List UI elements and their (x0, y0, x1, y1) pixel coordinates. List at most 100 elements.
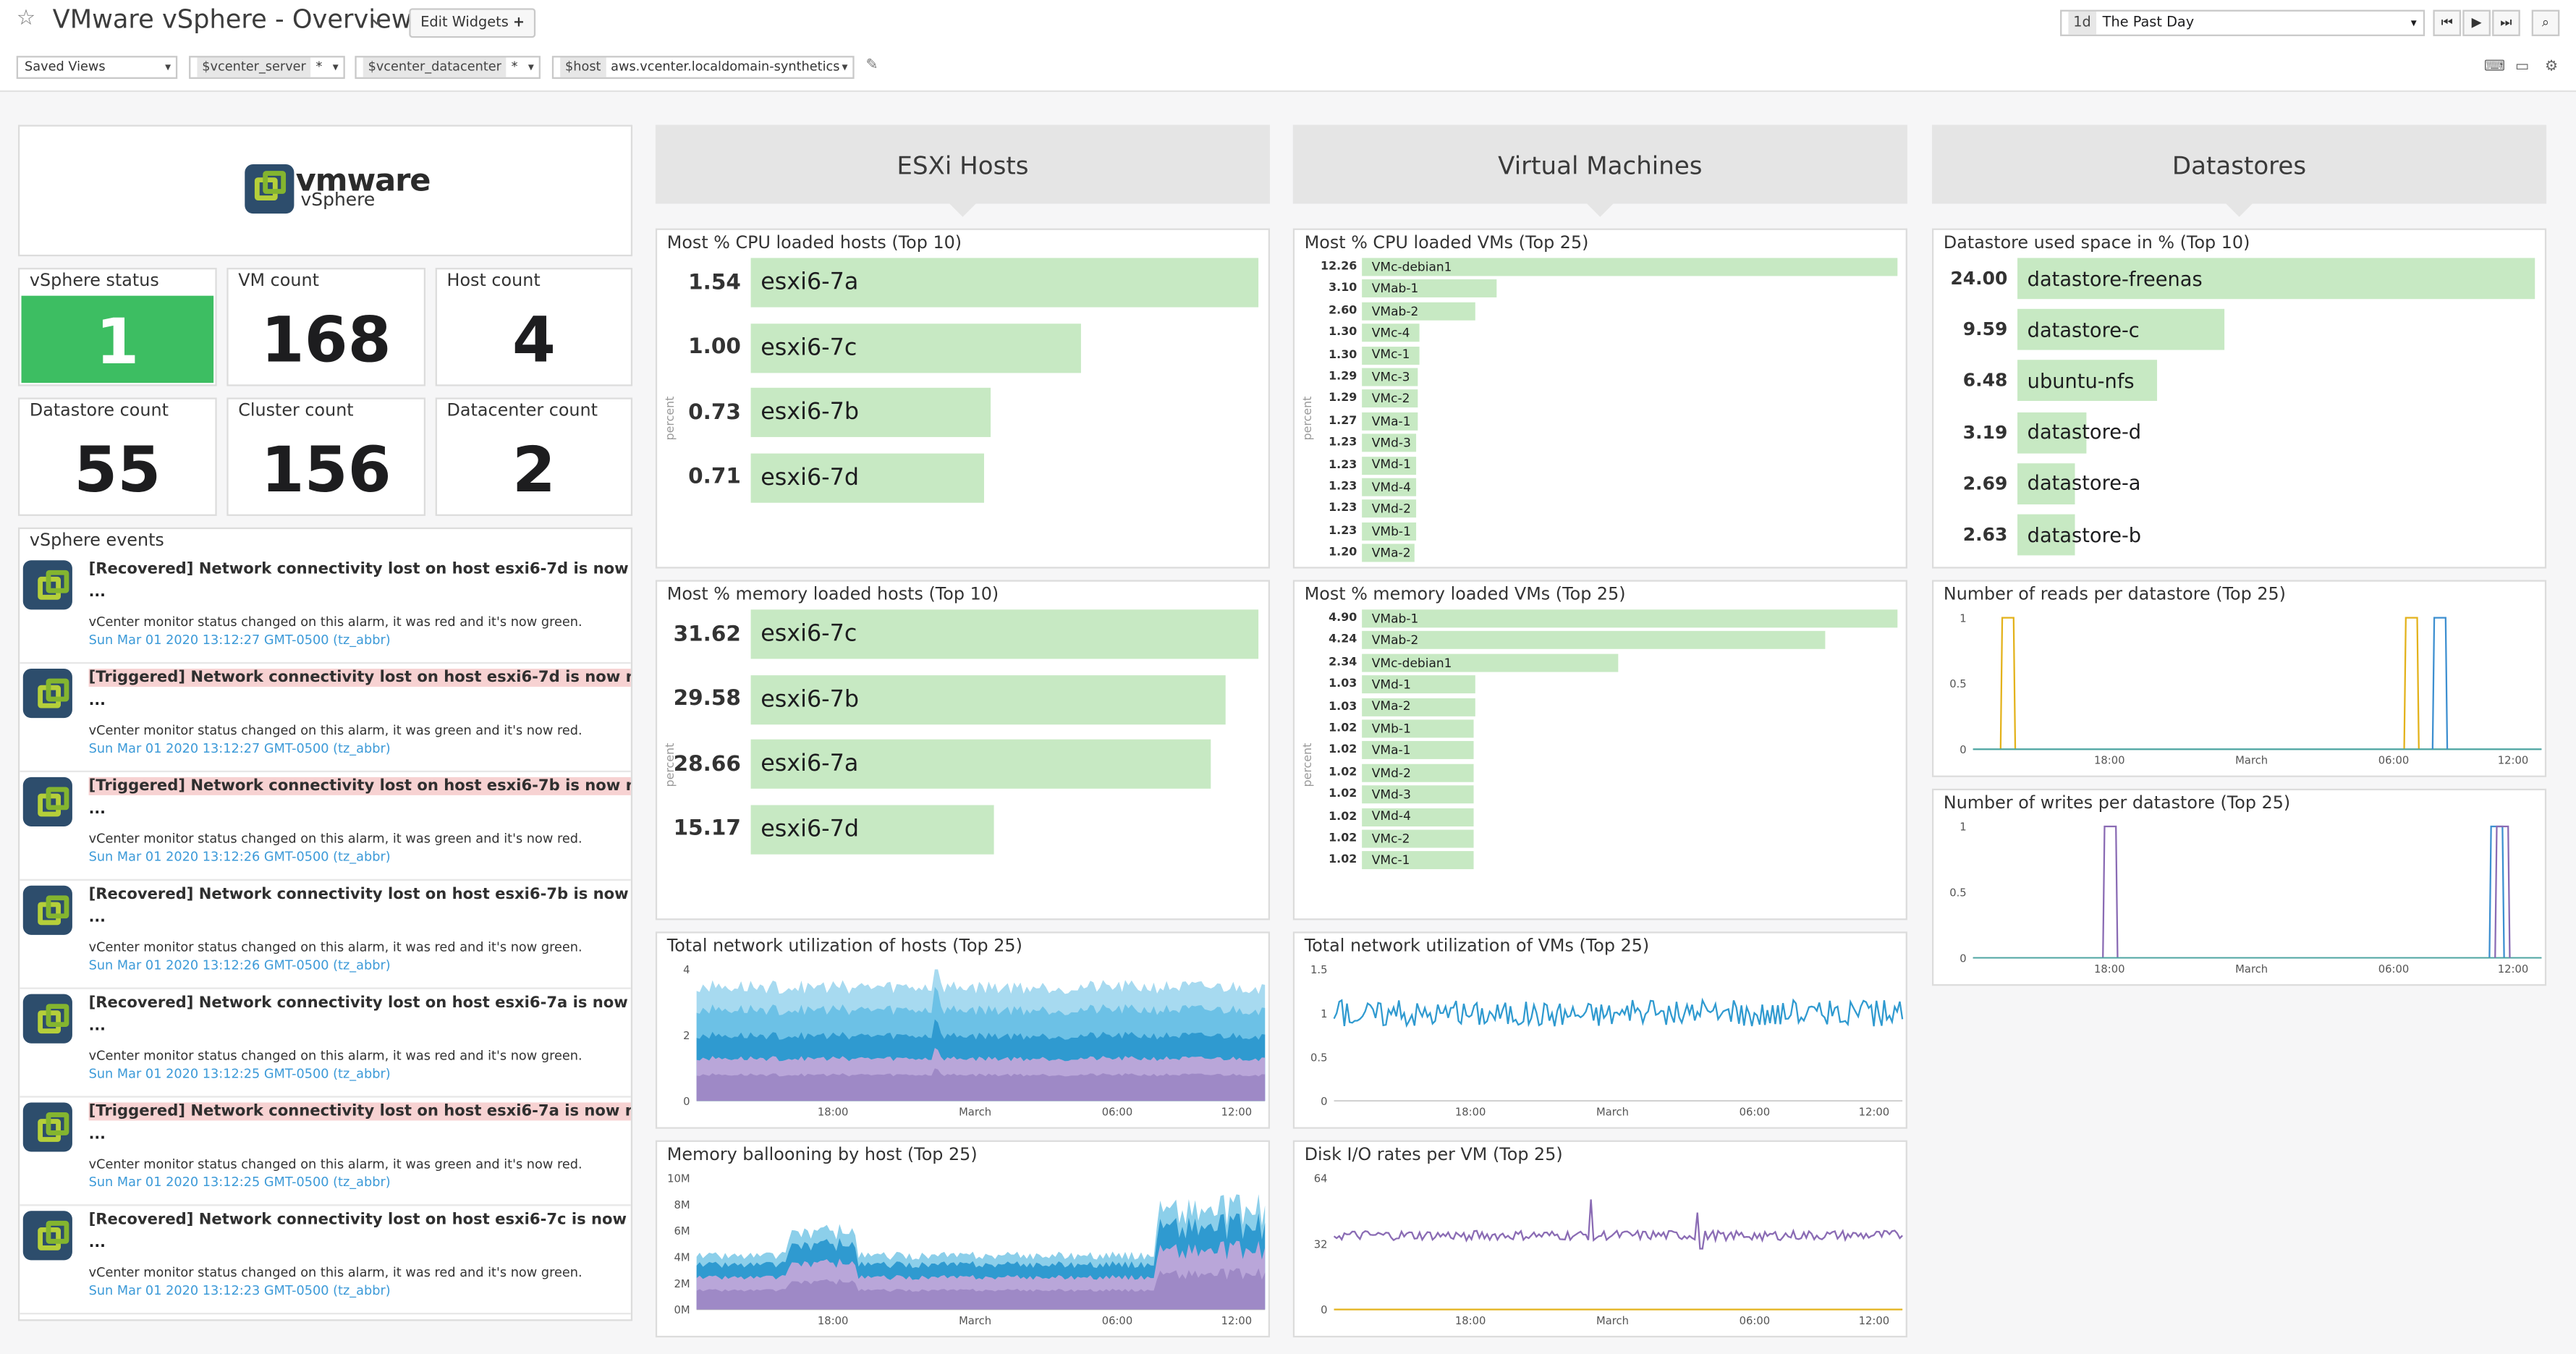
event-more[interactable]: ... (88, 801, 106, 818)
saved-views-select[interactable]: Saved Views ▾ (16, 56, 178, 79)
bar[interactable] (1362, 808, 1474, 826)
series-line[interactable] (2102, 825, 2119, 958)
event-title[interactable]: [Recovered] Network connectivity lost on… (88, 885, 633, 904)
bar[interactable] (1362, 346, 1419, 365)
rewind-icon[interactable]: ⏮ (2433, 9, 2462, 36)
bar[interactable] (2017, 309, 2224, 351)
bar[interactable] (1362, 763, 1474, 782)
series-line[interactable] (1333, 997, 1904, 1028)
bar[interactable] (1362, 697, 1475, 716)
event-more[interactable]: ... (88, 1127, 106, 1144)
event-more[interactable]: ... (88, 1235, 106, 1253)
bar[interactable] (1362, 785, 1474, 804)
event-time[interactable]: Sun Mar 01 2020 13:12:23 GMT-0500 (tz_ab… (88, 1283, 391, 1298)
var-host[interactable]: $host aws.vcenter.localdomain-synthetics ▾ (551, 56, 855, 79)
bar[interactable] (2017, 462, 2076, 504)
event-title[interactable]: [Recovered] Network connectivity lost on… (88, 560, 633, 579)
event-title[interactable]: [Recovered] Network connectivity lost on… (88, 1211, 633, 1230)
bar[interactable] (1362, 456, 1416, 475)
event-title[interactable]: [Triggered] Network connectivity lost on… (88, 669, 631, 687)
event-item[interactable]: [Recovered] Network connectivity lost on… (20, 1206, 633, 1315)
bar[interactable] (2017, 258, 2535, 300)
bar[interactable] (2017, 411, 2087, 453)
star-icon[interactable]: ☆ (16, 7, 36, 32)
event-more[interactable]: ... (88, 693, 106, 710)
bar[interactable] (1362, 412, 1418, 431)
series-line[interactable] (2431, 617, 2449, 750)
event-message: vCenter monitor status changed on this a… (88, 1048, 582, 1063)
event-title[interactable]: [Triggered] Network connectivity lost on… (88, 777, 631, 795)
bar[interactable] (1362, 609, 1898, 628)
event-time[interactable]: Sun Mar 01 2020 13:12:25 GMT-0500 (tz_ab… (88, 1175, 391, 1190)
series-line[interactable] (1999, 617, 2017, 750)
x-tick-label: 12:00 (1859, 1315, 1890, 1327)
keyboard-icon[interactable]: ⌨ (2483, 59, 2506, 76)
x-tick-label: 18:00 (818, 1315, 849, 1327)
event-more[interactable]: ... (88, 1018, 106, 1036)
tv-mode-icon[interactable]: ▭ (2514, 59, 2530, 76)
bar[interactable] (1362, 522, 1416, 541)
gear-icon[interactable]: ⚙ (2544, 59, 2559, 76)
event-item[interactable]: [Recovered] Network connectivity lost on… (20, 989, 631, 1098)
edit-widgets-button[interactable]: Edit Widgets + (409, 8, 536, 38)
var-vcenter-server[interactable]: $vcenter_server * ▾ (189, 56, 345, 79)
event-item[interactable]: [Recovered] Network connectivity lost on… (20, 555, 631, 664)
bar[interactable] (750, 323, 1081, 373)
bar[interactable] (1362, 478, 1416, 496)
fast-forward-icon[interactable]: ⏭ (2492, 9, 2520, 36)
bar[interactable] (1362, 389, 1419, 408)
event-time[interactable]: Sun Mar 01 2020 13:12:25 GMT-0500 (tz_ab… (88, 1066, 391, 1081)
event-more[interactable]: ... (88, 910, 106, 927)
bar[interactable] (750, 258, 1259, 308)
bar-label: VMc-1 (1371, 347, 1410, 363)
series-line[interactable] (1333, 1199, 1903, 1250)
bar[interactable] (750, 388, 992, 438)
bar[interactable] (1362, 323, 1419, 342)
bar[interactable] (1362, 302, 1476, 321)
bar[interactable] (1362, 675, 1475, 694)
bar[interactable] (750, 805, 995, 855)
bar[interactable] (750, 740, 1211, 790)
bar[interactable] (1362, 653, 1618, 672)
event-time[interactable]: Sun Mar 01 2020 13:12:27 GMT-0500 (tz_ab… (88, 740, 391, 756)
bar[interactable] (1362, 719, 1474, 738)
bar[interactable] (1362, 368, 1419, 386)
bar[interactable] (1362, 500, 1416, 519)
bar[interactable] (1362, 279, 1498, 298)
event-more[interactable]: ... (88, 585, 106, 601)
panel-title: Number of writes per datastore (Top 25) (1943, 793, 2291, 813)
bar[interactable] (1362, 433, 1416, 452)
bar[interactable] (1362, 829, 1474, 848)
event-item[interactable]: [Triggered] Network connectivity lost on… (20, 664, 631, 773)
bar[interactable] (1362, 258, 1898, 276)
event-item[interactable]: [Triggered] Network connectivity lost on… (20, 1098, 631, 1206)
event-time[interactable]: Sun Mar 01 2020 13:12:27 GMT-0500 (tz_ab… (88, 632, 391, 648)
bar[interactable] (750, 453, 985, 503)
bar[interactable] (1362, 631, 1826, 650)
bar[interactable] (750, 609, 1259, 659)
chevron-down-icon[interactable]: ⌄ (368, 7, 386, 32)
stat-label: vSphere status (29, 271, 159, 291)
bar[interactable] (1362, 741, 1474, 760)
series-line[interactable] (2403, 617, 2420, 750)
event-item[interactable]: [Triggered] Network connectivity lost on… (20, 772, 631, 881)
search-icon[interactable]: ⌕ (2531, 9, 2560, 36)
event-item[interactable]: [Recovered] Network connectivity lost on… (20, 881, 631, 989)
area-layer[interactable] (696, 1068, 1266, 1101)
bar[interactable] (1362, 543, 1415, 562)
var-vcenter-datacenter[interactable]: $vcenter_datacenter * ▾ (355, 56, 541, 79)
bar[interactable] (1362, 851, 1474, 870)
series-line[interactable] (2494, 825, 2511, 958)
event-title[interactable]: [Recovered] Network connectivity lost on… (88, 994, 633, 1012)
event-title[interactable]: [Triggered] Network connectivity lost on… (88, 1102, 631, 1121)
bar[interactable] (2017, 360, 2158, 402)
pencil-icon[interactable]: ✎ (865, 57, 878, 75)
area-layer[interactable] (696, 1268, 1266, 1310)
event-time[interactable]: Sun Mar 01 2020 13:12:26 GMT-0500 (tz_ab… (88, 957, 391, 973)
bar[interactable] (2017, 514, 2075, 556)
event-time[interactable]: Sun Mar 01 2020 13:12:26 GMT-0500 (tz_ab… (88, 849, 391, 865)
play-icon[interactable]: ▶ (2462, 9, 2491, 36)
bar[interactable] (750, 674, 1226, 724)
time-selector[interactable]: 1d The Past Day ▾ (2060, 9, 2425, 36)
event-message: vCenter monitor status changed on this a… (88, 1156, 582, 1172)
